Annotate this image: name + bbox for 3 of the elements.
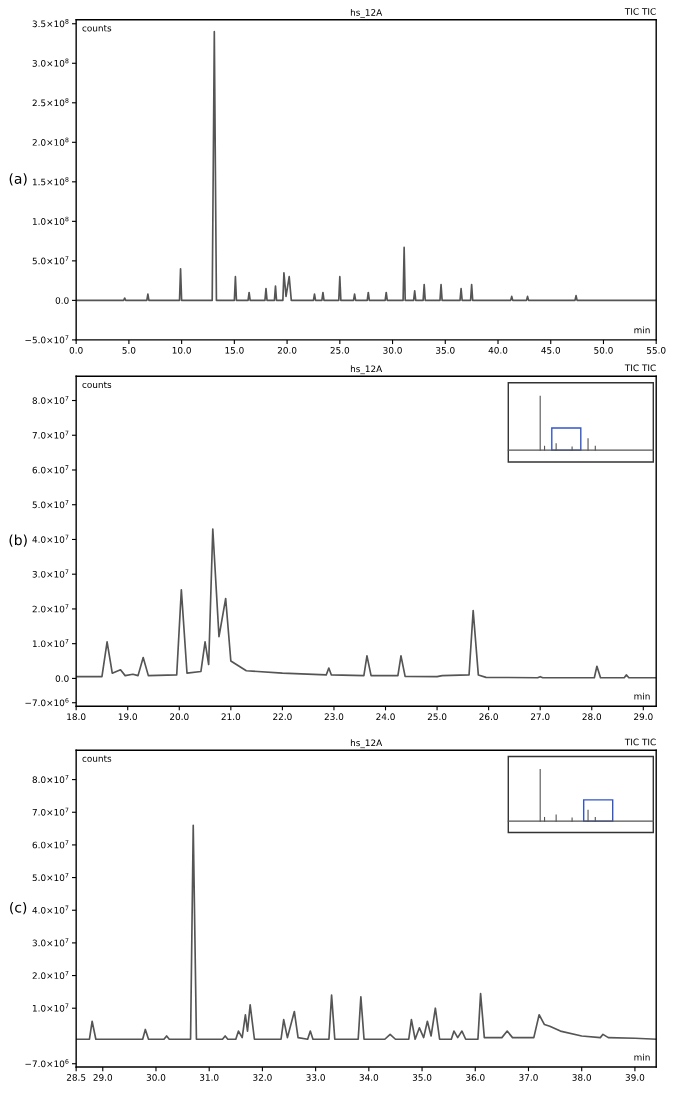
- line-series: [76, 528, 657, 679]
- line-series: [76, 824, 657, 1041]
- line-series: [76, 30, 657, 302]
